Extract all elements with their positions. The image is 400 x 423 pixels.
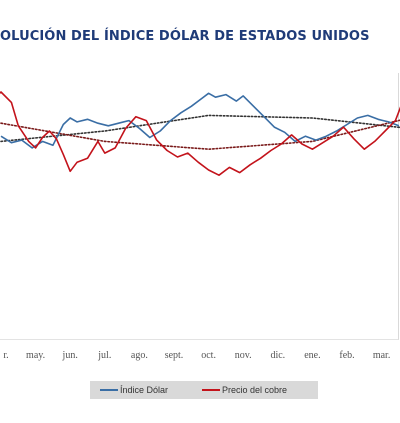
legend-item-dollar-index: Índice Dólar <box>100 381 168 399</box>
legend-swatch-dollar-index <box>100 389 118 391</box>
x-tick-label: dic. <box>270 350 286 361</box>
x-tick-label: ago. <box>130 350 148 361</box>
series-line-copper-price <box>0 91 400 176</box>
legend: Índice Dólar Precio del cobre <box>90 381 318 399</box>
series-line-dollar-index <box>0 92 400 149</box>
trendline-copper-price <box>0 119 400 151</box>
x-tick-label: feb. <box>339 350 355 361</box>
x-tick-label: oct. <box>201 350 216 361</box>
chart-title: OLUCIÓN DEL ÍNDICE DÓLAR DE ESTADOS UNID… <box>0 29 370 44</box>
legend-item-copper-price: Precio del cobre <box>202 381 287 399</box>
x-tick-label: jul. <box>98 350 112 361</box>
x-tick-label: may. <box>26 350 46 361</box>
x-tick-label: ene. <box>304 350 321 361</box>
plot-frame <box>0 73 399 340</box>
x-tick-label: r. <box>3 350 9 361</box>
x-tick-label: mar. <box>372 350 391 361</box>
x-tick-label: jun. <box>62 350 78 361</box>
x-tick-label: nov. <box>234 350 252 361</box>
x-tick-label: sept. <box>164 350 184 361</box>
legend-label-copper-price: Precio del cobre <box>222 385 288 395</box>
legend-swatch-copper-price <box>202 389 220 391</box>
legend-label-dollar-index: Índice Dólar <box>120 385 169 395</box>
trendline-dollar-index <box>0 114 400 143</box>
